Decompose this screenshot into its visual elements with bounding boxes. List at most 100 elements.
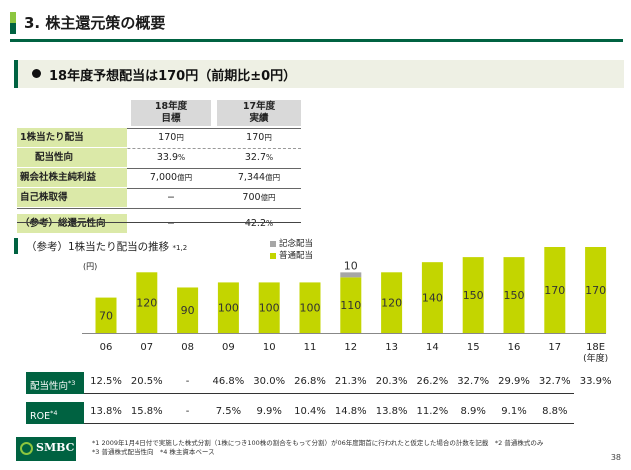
table-row: 1株当たり配当 170円 170円 bbox=[17, 128, 301, 148]
bar-special-label: 10 bbox=[344, 259, 358, 272]
row-label: （参考）総還元性向 bbox=[17, 214, 127, 233]
bar-normal bbox=[381, 272, 403, 333]
bar-label: 140 bbox=[422, 292, 443, 305]
header-accent-bar bbox=[10, 12, 16, 34]
payout-value: - bbox=[185, 376, 190, 387]
legend-swatch-normal bbox=[270, 252, 276, 259]
roe-value: 7.5% bbox=[215, 406, 242, 417]
unit: 億円 bbox=[260, 193, 276, 202]
divider bbox=[17, 208, 301, 209]
bar-normal bbox=[217, 282, 239, 333]
divider bbox=[17, 222, 301, 223]
cell-value: 170円 bbox=[217, 128, 301, 147]
row-label: 親会社株主純利益 bbox=[17, 168, 127, 187]
row-underline bbox=[84, 423, 574, 424]
chart-legend: 記念配当 普通配当 bbox=[270, 238, 313, 262]
bar-label: 170 bbox=[585, 284, 606, 297]
bar-label: 100 bbox=[259, 302, 280, 315]
x-tick-label: 12 bbox=[344, 342, 357, 353]
roe-value: 15.8% bbox=[130, 406, 163, 417]
header-rule bbox=[10, 39, 623, 42]
footnotes: *1 2009年1月4日付で実施した株式分割（1株につき100株の割合をもって分… bbox=[92, 439, 592, 457]
col-head-18-line1: 18年度 bbox=[154, 101, 188, 112]
unit: % bbox=[266, 153, 274, 162]
x-tick-label: 16 bbox=[508, 342, 521, 353]
legend-label-normal: 普通配当 bbox=[279, 251, 314, 261]
table-row: （参考）総還元性向 − 42.2% bbox=[17, 214, 301, 234]
roe-row: ROE*4 13.8% 15.8% - 7.5% 9.9% 10.4% 14.8% 13.8%… bbox=[26, 402, 574, 424]
divider bbox=[17, 188, 301, 189]
page-number: 38 bbox=[610, 453, 621, 462]
bar-normal bbox=[544, 247, 566, 333]
col-head-17: 17年度 実績 bbox=[217, 100, 301, 126]
cell-value: 170円 bbox=[131, 128, 211, 147]
payout-value: 29.9% bbox=[498, 376, 530, 387]
legend-item-normal: 普通配当 bbox=[270, 250, 313, 262]
bar-normal bbox=[177, 287, 199, 333]
row-label: 配当性向 bbox=[17, 148, 127, 167]
bar-normal bbox=[340, 277, 362, 333]
value: 33.9 bbox=[156, 152, 178, 163]
value: − bbox=[167, 218, 175, 229]
divider bbox=[17, 168, 301, 169]
bar-label: 120 bbox=[381, 297, 402, 310]
col-head-18-line2: 目標 bbox=[161, 113, 181, 124]
x-sublabel: (年度) bbox=[583, 352, 608, 364]
cell-value: 32.7% bbox=[217, 148, 301, 167]
logo-symbol-icon bbox=[20, 442, 33, 455]
roe-label: ROE*4 bbox=[26, 402, 84, 424]
y-unit-label: (円) bbox=[83, 262, 98, 271]
legend-item-special: 記念配当 bbox=[270, 238, 313, 250]
unit: 億円 bbox=[177, 173, 193, 182]
logo-text: SMBC bbox=[36, 441, 75, 454]
reference-accent-bar bbox=[14, 238, 18, 254]
payout-value: 46.8% bbox=[212, 376, 245, 387]
bar-label: 110 bbox=[340, 299, 361, 312]
bar-normal bbox=[95, 297, 117, 333]
page-header: 3. 株主還元策の概要 bbox=[0, 0, 631, 44]
bar-normal bbox=[258, 282, 280, 333]
x-tick-label: 08 bbox=[181, 342, 194, 353]
bar-normal bbox=[136, 272, 158, 333]
roe-value: 10.4% bbox=[294, 406, 326, 417]
bar-normal bbox=[299, 282, 321, 333]
cell-value: 700億円 bbox=[217, 188, 301, 207]
x-tick-label: 06 bbox=[100, 342, 113, 353]
unit: % bbox=[178, 153, 186, 162]
bar-label: 120 bbox=[136, 297, 157, 310]
table-row: 親会社株主純利益 7,000億円 7,344億円 bbox=[17, 168, 301, 188]
unit: 円 bbox=[176, 133, 184, 142]
reference-title-text: （参考）1株当たり配当の推移 bbox=[26, 241, 170, 253]
unit: 億円 bbox=[265, 173, 281, 182]
reference-note-mark: *1,2 bbox=[172, 244, 188, 252]
payout-value: 26.8% bbox=[294, 376, 326, 387]
roe-value: 14.8% bbox=[334, 406, 367, 417]
bar-label: 70 bbox=[99, 309, 113, 322]
payout-value: 21.3% bbox=[334, 376, 367, 387]
x-tick-label: 17 bbox=[548, 342, 561, 353]
col-head-18: 18年度 目標 bbox=[131, 100, 211, 126]
bullet-icon bbox=[32, 69, 41, 78]
legend-label-special: 記念配当 bbox=[279, 239, 314, 249]
value: 7,344 bbox=[237, 172, 266, 183]
cell-value: 42.2% bbox=[217, 214, 301, 233]
payout-value: 30.0% bbox=[253, 376, 286, 387]
payout-ratio-row: 配当性向*3 12.5% 20.5% - 46.8% 30.0% 26.8% 21.3% 20… bbox=[26, 372, 611, 394]
roe-value: 8.8% bbox=[542, 406, 568, 417]
reference-title: （参考）1株当たり配当の推移 *1,2 bbox=[26, 239, 187, 254]
x-tick-label: 11 bbox=[304, 342, 317, 353]
value: 32.7 bbox=[244, 152, 266, 163]
roe-value: 9.9% bbox=[256, 406, 282, 417]
value: 700 bbox=[242, 192, 261, 203]
x-tick-label: 10 bbox=[263, 342, 276, 353]
page-title: 3. 株主還元策の概要 bbox=[24, 14, 166, 32]
footnote: *1 2009年1月4日付で実施した株式分割（1株につき100株の割合をもって分… bbox=[92, 439, 544, 447]
cell-value: 7,344億円 bbox=[217, 168, 301, 187]
table-row: 自己株取得 − 700億円 bbox=[17, 188, 301, 208]
col-head-17-line1: 17年度 bbox=[242, 101, 276, 112]
roe-value: 9.1% bbox=[501, 406, 527, 417]
x-tick-label: 13 bbox=[385, 342, 398, 353]
cell-value: 33.9% bbox=[131, 148, 211, 167]
footnote: *3 普通株式配当性向 *4 株主資本ベース bbox=[92, 448, 215, 456]
row-underline bbox=[84, 393, 574, 394]
